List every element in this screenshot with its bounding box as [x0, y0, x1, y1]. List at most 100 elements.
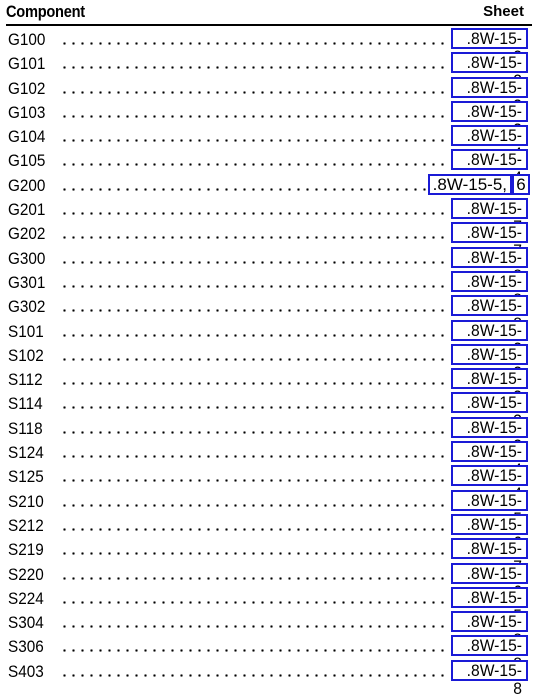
table-row: S125 .8W-15-4 [0, 465, 544, 503]
table-row: G102 .8W-15-3 [0, 76, 544, 114]
sheet-link[interactable]: .8W-15-5 [451, 586, 528, 624]
sheet-link[interactable]: .8W-15-3 [451, 100, 528, 138]
sheet-link[interactable]: .8W-15-2 [451, 28, 528, 66]
table-row: S304 .8W-15-8 [0, 611, 544, 649]
component-id: S304 [8, 613, 46, 634]
table-row: G301 .8W-15-8 [0, 270, 544, 308]
sheet-link[interactable]: .8W-15-7 [451, 222, 528, 260]
table-row: G104 .8W-15-4 [0, 125, 544, 163]
table-row: S210 .8W-15-5 [0, 489, 544, 527]
dot-leader [60, 139, 448, 143]
sheet-link[interactable]: .8W-15-8 [451, 270, 528, 308]
table-row: G201 .8W-15-7 [0, 198, 544, 236]
dot-leader [60, 552, 448, 556]
component-id: G101 [8, 54, 48, 75]
component-id: S220 [8, 564, 46, 585]
table-row: S101 .8W-15-2 [0, 319, 544, 357]
component-id: G301 [8, 272, 48, 293]
dot-leader [60, 66, 448, 70]
component-id: S403 [8, 661, 46, 682]
table-row: S220 .8W-15-6 [0, 562, 544, 600]
table-row: S102 .8W-15-2 [0, 343, 544, 381]
table-row: S403 .8W-15-8 [0, 659, 544, 697]
sheet-link[interactable]: .8W-15-4 [451, 465, 528, 503]
component-id: G302 [8, 297, 48, 318]
table-row: G105 .8W-15-4 [0, 149, 544, 187]
table-row: S212 .8W-15-6 [0, 513, 544, 551]
sheet-link[interactable]: .8W-15-4 [451, 125, 528, 163]
component-id: S125 [8, 467, 46, 488]
sheet-link[interactable]: .8W-15-5 [451, 489, 528, 527]
sheet-link[interactable]: .8W-15-6 [451, 513, 528, 551]
component-id: G103 [8, 102, 48, 123]
sheet-link[interactable]: .8W-15-4 [451, 149, 528, 187]
sheet-link-extra[interactable]: 6 [512, 173, 530, 195]
component-id: G104 [8, 127, 48, 148]
sheet-link[interactable]: .8W-15-5, [428, 173, 512, 195]
sheet-column-header: Sheet [483, 3, 524, 20]
component-id: S124 [8, 443, 46, 464]
sheet-link[interactable]: .8W-15-2 [451, 343, 528, 381]
dot-leader [60, 382, 448, 386]
component-id: S219 [8, 540, 46, 561]
dot-leader [60, 114, 448, 118]
table-row: S114 .8W-15-3 [0, 392, 544, 430]
dot-leader [60, 212, 448, 216]
table-row: S224 .8W-15-5 [0, 586, 544, 624]
dot-leader [60, 309, 448, 313]
table-row: G300 .8W-15-8 [0, 246, 544, 284]
table-row: S124 .8W-15-4 [0, 441, 544, 479]
dot-leader [60, 649, 448, 653]
sheet-link[interactable]: .8W-15-7 [451, 198, 528, 236]
table-row: G200 .8W-15-5, 6 [0, 173, 544, 198]
dot-leader [60, 163, 448, 167]
dot-leader [60, 673, 448, 677]
dot-leader [60, 600, 448, 604]
sheet-link[interactable]: .8W-15-3 [451, 368, 528, 406]
dot-leader [60, 479, 448, 483]
dot-leader [60, 625, 448, 629]
component-id: S114 [8, 394, 45, 415]
sheet-link[interactable]: .8W-15-3 [451, 392, 528, 430]
sheet-link[interactable]: .8W-15-2 [451, 52, 528, 90]
sheet-link[interactable]: .8W-15-8 [451, 635, 528, 673]
table-row: S118 .8W-15-2 [0, 416, 544, 454]
component-id: S118 [8, 418, 45, 439]
table-row: S219 .8W-15-7 [0, 538, 544, 576]
table-row: G100 .8W-15-2 [0, 28, 544, 66]
sheet-link[interactable]: .8W-15-7 [451, 538, 528, 576]
sheet-link[interactable]: .8W-15-4 [451, 441, 528, 479]
header-rule [6, 24, 532, 26]
dot-leader [60, 576, 448, 580]
sheet-link[interactable]: .8W-15-3 [451, 76, 528, 114]
component-id: S210 [8, 491, 46, 512]
table-row: G103 .8W-15-3 [0, 100, 544, 138]
sheet-link[interactable]: .8W-15-6 [451, 562, 528, 600]
component-id: S102 [8, 345, 46, 366]
dot-leader [60, 503, 448, 507]
sheet-link[interactable]: .8W-15-8 [451, 295, 528, 333]
dot-leader [60, 430, 448, 434]
sheet-link[interactable]: .8W-15-8 [451, 659, 528, 697]
dot-leader [60, 260, 448, 264]
table-header: Component Sheet [6, 0, 532, 26]
sheet-link[interactable]: .8W-15-8 [451, 246, 528, 284]
dot-leader [60, 527, 448, 531]
component-index-list: G100.8W-15-2G101.8W-15-2G102.8W-15-3G103… [0, 28, 544, 697]
sheet-link[interactable]: .8W-15-8 [451, 611, 528, 649]
dot-leader [60, 90, 448, 94]
dot-leader [60, 236, 448, 240]
component-id: S306 [8, 637, 46, 658]
sheet-link[interactable]: .8W-15-2 [451, 416, 528, 454]
dot-leader [60, 187, 426, 191]
component-id: G300 [8, 248, 48, 269]
component-id: G200 [8, 175, 48, 196]
component-id: G100 [8, 30, 48, 50]
component-column-header: Component [6, 2, 85, 21]
component-id: G105 [8, 151, 48, 172]
component-id: G102 [8, 78, 48, 99]
sheet-link[interactable]: .8W-15-2 [451, 319, 528, 357]
dot-leader [60, 333, 448, 337]
component-id: G202 [8, 224, 48, 245]
component-id: S101 [8, 321, 46, 342]
